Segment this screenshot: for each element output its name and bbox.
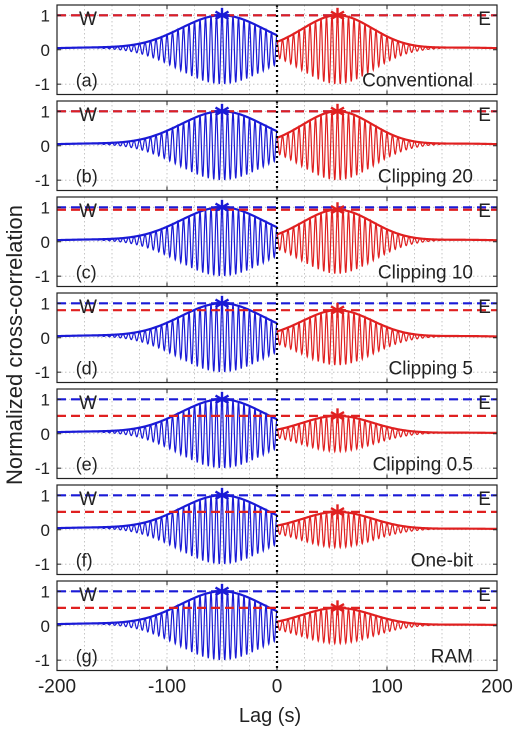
panel-id-label: (d) <box>76 359 98 379</box>
y-tick-label: -1 <box>35 555 50 574</box>
panel-id-label: (b) <box>76 167 98 187</box>
east-peak-marker <box>330 408 345 424</box>
west-label: W <box>79 297 97 318</box>
y-tick-label: -1 <box>35 459 50 478</box>
west-envelope-line <box>56 398 278 434</box>
east-envelope-line <box>276 309 498 338</box>
west-label: W <box>79 393 97 414</box>
chart-panel: 1 0 -1 W E (g) RAM -200 -100 0 100 200 <box>35 580 513 698</box>
east-envelope-line <box>276 606 498 627</box>
y-tick-label: 0 <box>41 425 50 444</box>
method-label: Clipping 10 <box>378 263 473 284</box>
east-peak-marker <box>330 103 345 119</box>
west-envelope-line <box>56 14 278 50</box>
west-peak-marker <box>214 391 230 407</box>
west-envelope-line <box>56 590 278 626</box>
y-tick-label: -1 <box>35 75 50 94</box>
chart-panel: 1 0 -1 W E (f) One-bit <box>35 484 498 576</box>
chart-panel: 1 0 -1 W E (a) Conventional <box>35 4 498 96</box>
method-label: Clipping 20 <box>378 167 473 188</box>
y-tick-label: 1 <box>41 198 50 217</box>
east-envelope-line <box>276 14 498 50</box>
x-tick-label: 200 <box>481 677 513 698</box>
east-label: E <box>478 393 491 414</box>
west-envelope-line <box>56 110 278 146</box>
y-tick-label: -1 <box>35 267 50 286</box>
west-peak-marker <box>214 487 230 503</box>
east-label: E <box>478 585 491 606</box>
east-peak-marker <box>330 202 345 218</box>
west-label: W <box>79 9 97 30</box>
y-tick-label: 1 <box>41 6 50 25</box>
chart-panel: 1 0 -1 W E (c) Clipping 10 <box>35 196 498 288</box>
east-label: E <box>478 9 491 30</box>
y-tick-label: 0 <box>41 329 50 348</box>
west-envelope-line <box>56 302 278 338</box>
east-envelope-line <box>276 414 498 435</box>
method-label: Clipping 0.5 <box>373 455 473 476</box>
y-tick-label: 0 <box>41 41 50 60</box>
chart-panel: 1 0 -1 W E (b) Clipping 20 <box>35 100 498 192</box>
panel-id-label: (c) <box>76 263 97 283</box>
west-peak-marker <box>214 103 230 119</box>
y-tick-label: 1 <box>41 102 50 121</box>
east-peak-marker <box>330 302 345 318</box>
east-envelope-line <box>276 510 498 531</box>
west-peak-marker <box>214 295 230 311</box>
panel-id-label: (e) <box>76 455 98 475</box>
method-label: One-bit <box>411 551 474 572</box>
west-label: W <box>79 105 97 126</box>
chart-panel: 1 0 -1 W E (e) Clipping 0.5 <box>35 388 498 480</box>
east-label: E <box>478 489 491 510</box>
east-label: E <box>478 105 491 126</box>
y-tick-label: -1 <box>35 171 50 190</box>
east-label: E <box>478 297 491 318</box>
y-tick-label: 0 <box>41 233 50 252</box>
method-label: Conventional <box>362 71 473 92</box>
panel-id-label: (f) <box>76 551 93 571</box>
west-envelope-line <box>56 494 278 530</box>
panels: 1 0 -1 W E (a) Conventional 1 0 -1 W E (b) Clipping 2… <box>35 4 513 698</box>
panel-id-label: (a) <box>76 71 98 91</box>
x-tick-label: 100 <box>371 677 403 698</box>
y-tick-label: 1 <box>41 486 50 505</box>
y-tick-label: 1 <box>41 582 50 601</box>
x-tick-label: -100 <box>148 677 186 698</box>
east-envelope-line <box>276 110 498 146</box>
west-peak-marker <box>214 199 230 215</box>
east-label: E <box>478 201 491 222</box>
west-label: W <box>79 201 97 222</box>
west-peak-marker <box>214 7 230 23</box>
y-tick-label: 0 <box>41 617 50 636</box>
y-tick-label: 0 <box>41 137 50 156</box>
chart-panel: 1 0 -1 W E (d) Clipping 5 <box>35 292 498 384</box>
y-tick-label: 1 <box>41 390 50 409</box>
east-envelope-line <box>276 208 498 242</box>
y-tick-label: -1 <box>35 651 50 670</box>
east-peak-marker <box>330 600 345 616</box>
y-axis-label: Normalized cross-correlation <box>2 205 27 485</box>
east-peak-marker <box>330 7 345 23</box>
east-peak-marker <box>330 504 345 520</box>
y-tick-label: 0 <box>41 521 50 540</box>
y-tick-label: -1 <box>35 363 50 382</box>
x-axis-label: Lag (s) <box>239 705 301 727</box>
west-label: W <box>79 489 97 510</box>
panel-id-label: (g) <box>76 647 98 667</box>
method-label: Clipping 5 <box>389 359 474 380</box>
x-tick-label: -200 <box>38 677 76 698</box>
method-label: RAM <box>431 647 473 668</box>
y-tick-label: 1 <box>41 294 50 313</box>
west-peak-marker <box>214 583 230 599</box>
west-label: W <box>79 585 97 606</box>
x-tick-label: 0 <box>272 677 283 698</box>
